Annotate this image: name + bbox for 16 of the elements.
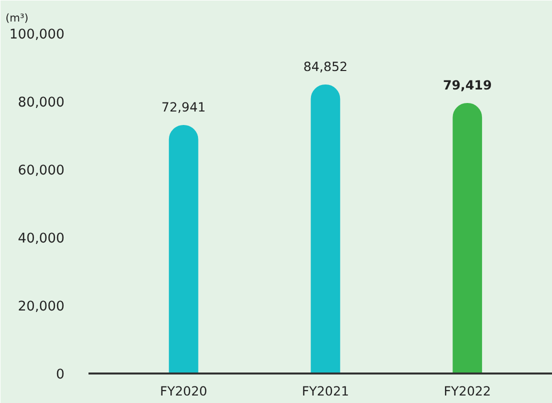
data-label: 79,419: [442, 77, 492, 92]
y-tick-label: 40,000: [18, 232, 65, 246]
x-tick-label: FY2021: [302, 384, 350, 398]
y-tick-label: 100,000: [9, 28, 65, 42]
y-tick-label: 60,000: [18, 164, 65, 178]
bar: [452, 102, 482, 374]
x-tick-label: FY2020: [160, 384, 208, 398]
bar: [168, 125, 198, 374]
data-label: 84,852: [303, 59, 348, 74]
y-tick-label: 80,000: [18, 96, 65, 110]
y-tick-label: 20,000: [18, 300, 65, 314]
x-tick-label: FY2022: [444, 384, 491, 398]
y-axis-title: (m³): [6, 12, 28, 24]
y-tick-label: 0: [56, 368, 65, 382]
bar: [310, 84, 340, 374]
data-label: 72,941: [161, 100, 206, 114]
